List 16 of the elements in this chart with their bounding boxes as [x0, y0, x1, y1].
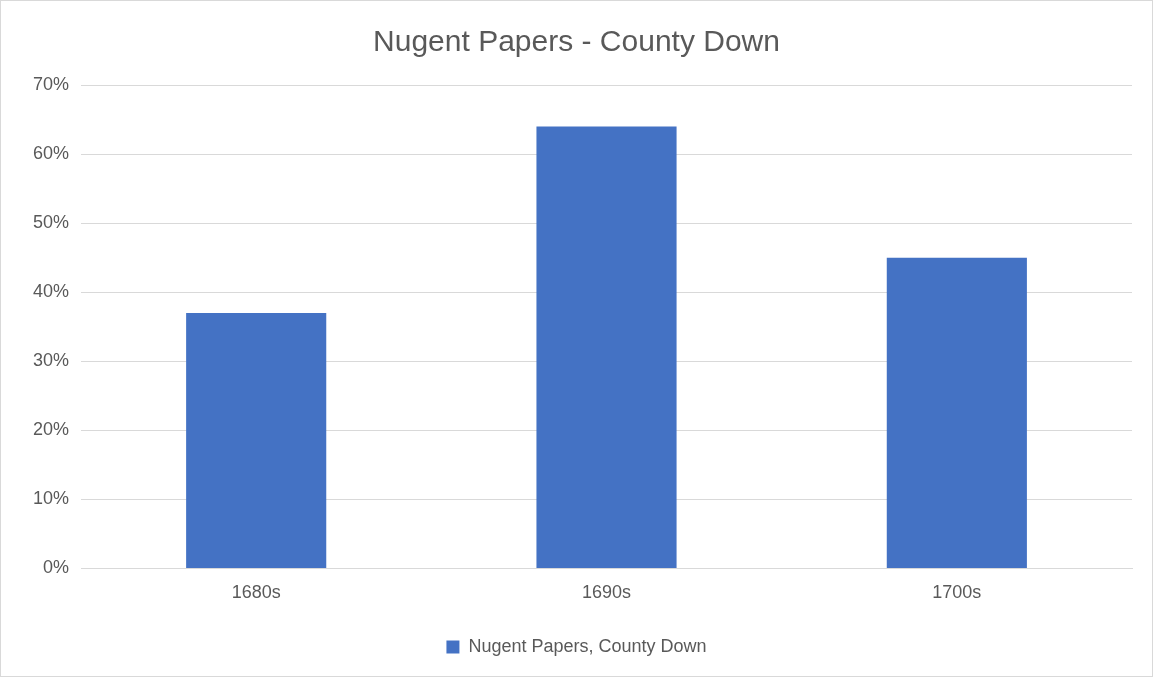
- y-tick-label: 60%: [33, 143, 70, 164]
- y-tick-label: 40%: [33, 281, 70, 302]
- x-tick-label: 1680s: [231, 582, 281, 603]
- bar: [186, 312, 327, 568]
- y-tick-label: 20%: [33, 419, 70, 440]
- y-tick-label: 50%: [33, 212, 70, 233]
- bar: [536, 126, 677, 568]
- bar: [886, 257, 1027, 568]
- y-tick-label: 70%: [33, 73, 70, 94]
- y-tick-label: 10%: [33, 488, 70, 509]
- legend-label: Nugent Papers, County Down: [468, 635, 707, 656]
- y-tick-label: 0%: [43, 557, 70, 578]
- x-tick-label: 1700s: [932, 582, 982, 603]
- x-tick-label: 1690s: [581, 582, 632, 603]
- y-tick-label: 30%: [33, 350, 70, 371]
- chart-title: Nugent Papers - County Down: [373, 24, 780, 58]
